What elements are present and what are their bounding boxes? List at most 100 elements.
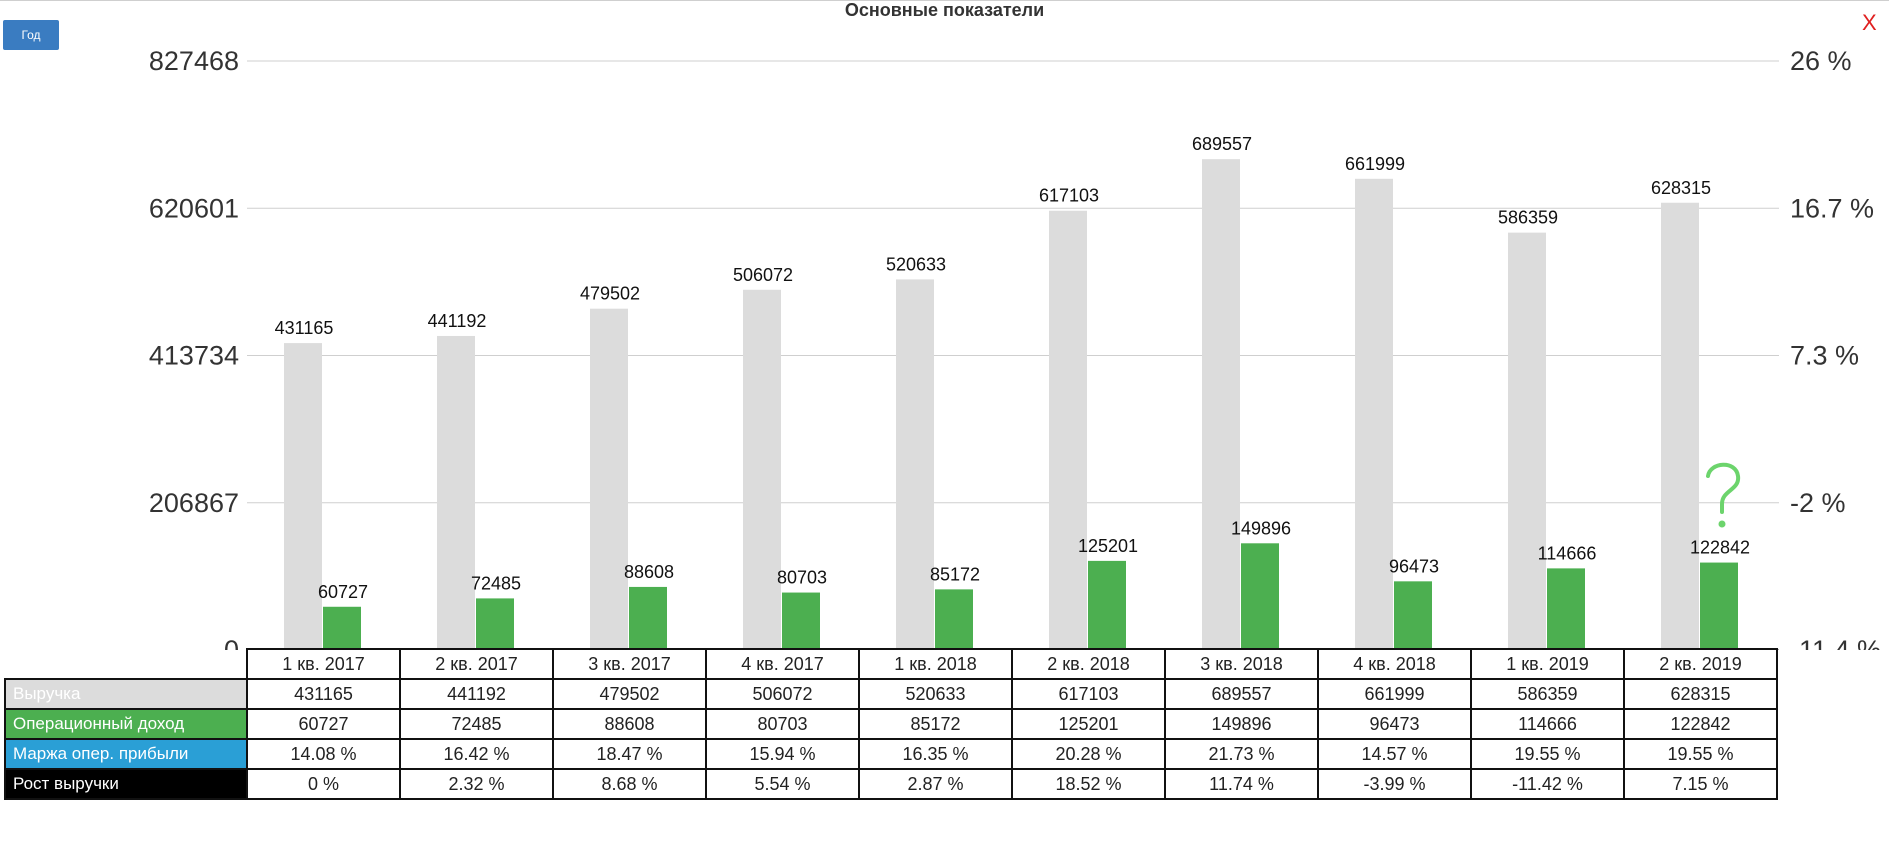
revenue-data-label: 617103 — [1039, 186, 1099, 206]
revenue-data-label: 628315 — [1651, 178, 1711, 198]
op-income-bar — [1547, 568, 1585, 650]
table-cell: 19.55 % — [1470, 738, 1625, 770]
table-cell: 14.08 % — [246, 738, 401, 770]
table-cell: 18.52 % — [1011, 768, 1166, 800]
table-cell: 661999 — [1317, 678, 1472, 710]
revenue-data-label: 520633 — [886, 254, 946, 274]
table-cell: 14.57 % — [1317, 738, 1472, 770]
table-cell: 2.87 % — [858, 768, 1013, 800]
table-cell: 20.28 % — [1011, 738, 1166, 770]
question-mark-icon — [1706, 462, 1741, 528]
revenue-bar — [1508, 232, 1546, 650]
table-cell: 0 % — [246, 768, 401, 800]
op-income-data-label: 96473 — [1389, 556, 1439, 576]
category-header: 1 кв. 2019 — [1470, 648, 1625, 680]
op-income-data-label: 114666 — [1538, 543, 1597, 563]
revenue-data-label: 431165 — [275, 318, 334, 338]
table-row: Рост выручки 0 % 2.32 % 8.68 % 5.54 % 2.87 % 1… — [4, 768, 1778, 800]
table-cell: -3.99 % — [1317, 768, 1472, 800]
table-cell: 628315 — [1623, 678, 1778, 710]
op-income-data-label: 122842 — [1690, 538, 1750, 558]
revenue-bar — [1355, 178, 1393, 650]
table-cell: 520633 — [858, 678, 1013, 710]
y2-tick-label: 26 % — [1790, 46, 1852, 76]
revenue-bar — [1202, 159, 1240, 650]
y-tick-label: 413734 — [149, 341, 239, 371]
op-income-data-label: 72485 — [471, 573, 521, 593]
y-tick-label: 620601 — [149, 193, 239, 223]
y2-tick-label: -11.4 % — [1790, 635, 1881, 650]
table-cell: 96473 — [1317, 708, 1472, 740]
table-cell: 125201 — [1011, 708, 1166, 740]
table-cell: 586359 — [1470, 678, 1625, 710]
op-income-bar — [1394, 581, 1432, 650]
table-cell: 11.74 % — [1164, 768, 1319, 800]
table-cell: 72485 — [399, 708, 554, 740]
category-header: 4 кв. 2017 — [705, 648, 860, 680]
table-cell: 80703 — [705, 708, 860, 740]
revenue-data-label: 689557 — [1192, 134, 1252, 154]
y2-tick-label: 7.3 % — [1790, 341, 1859, 371]
op-income-bar — [935, 589, 973, 650]
table-cell: 15.94 % — [705, 738, 860, 770]
op-income-data-label: 149896 — [1231, 518, 1291, 538]
op-income-bar — [782, 592, 820, 650]
category-header: 2 кв. 2018 — [1011, 648, 1166, 680]
y-tick-label: 827468 — [149, 46, 239, 76]
revenue-data-label: 661999 — [1345, 154, 1405, 174]
op-income-data-label: 88608 — [624, 562, 674, 582]
op-income-bar — [476, 598, 514, 650]
table-cell: 18.47 % — [552, 738, 707, 770]
category-header: 2 кв. 2017 — [399, 648, 554, 680]
row-label: Операционный доход — [4, 708, 248, 740]
row-label: Маржа опер. прибыли — [4, 738, 248, 770]
table-cell: 21.73 % — [1164, 738, 1319, 770]
op-income-bar — [1700, 562, 1738, 650]
table-cell: 441192 — [399, 678, 554, 710]
table-cell: 60727 — [246, 708, 401, 740]
table-cell: 85172 — [858, 708, 1013, 740]
revenue-data-label: 479502 — [580, 284, 640, 304]
table-cell: 5.54 % — [705, 768, 860, 800]
revenue-bar — [437, 335, 475, 650]
table-cell: 7.15 % — [1623, 768, 1778, 800]
table-cell: 149896 — [1164, 708, 1319, 740]
category-header: 1 кв. 2018 — [858, 648, 1013, 680]
op-income-data-label: 80703 — [777, 568, 827, 588]
table-cell: 16.35 % — [858, 738, 1013, 770]
category-header: 3 кв. 2017 — [552, 648, 707, 680]
table-row: Выручка 431165 441192 479502 506072 520633 617… — [4, 678, 1778, 710]
revenue-bar — [743, 289, 781, 650]
revenue-data-label: 441192 — [428, 311, 487, 331]
table-cell: 114666 — [1470, 708, 1625, 740]
category-header: 3 кв. 2018 — [1164, 648, 1319, 680]
data-table: 1 кв. 2017 2 кв. 2017 3 кв. 2017 4 кв. 2017… — [4, 648, 1778, 800]
revenue-bar — [284, 343, 322, 650]
op-income-bar — [629, 586, 667, 650]
chart-title: Основные показатели — [844, 0, 1045, 20]
revenue-bar — [896, 279, 934, 650]
y-tick-label: 0 — [224, 635, 239, 650]
row-label: Выручка — [4, 678, 248, 710]
revenue-data-label: 586359 — [1498, 208, 1558, 228]
y2-tick-label: 16.7 % — [1790, 193, 1874, 223]
table-row: Операционный доход 60727 72485 88608 80703 85… — [4, 708, 1778, 740]
table-cell: 617103 — [1011, 678, 1166, 710]
table-cell: -11.42 % — [1470, 768, 1625, 800]
revenue-bar — [1049, 210, 1087, 650]
year-button[interactable]: Год — [3, 20, 59, 50]
table-header-row: 1 кв. 2017 2 кв. 2017 3 кв. 2017 4 кв. 2017… — [5, 648, 1778, 680]
table-cell: 2.32 % — [399, 768, 554, 800]
table-cell: 479502 — [552, 678, 707, 710]
close-icon[interactable]: X — [1862, 10, 1877, 35]
table-cell: 16.42 % — [399, 738, 554, 770]
table-cell: 506072 — [705, 678, 860, 710]
op-income-data-label: 125201 — [1078, 536, 1138, 556]
op-income-bar — [1241, 543, 1279, 650]
revenue-bar — [1661, 202, 1699, 650]
row-label: Рост выручки — [4, 768, 248, 800]
table-cell: 689557 — [1164, 678, 1319, 710]
table-cell: 19.55 % — [1623, 738, 1778, 770]
category-header: 4 кв. 2018 — [1317, 648, 1472, 680]
y2-tick-label: -2 % — [1790, 488, 1846, 518]
